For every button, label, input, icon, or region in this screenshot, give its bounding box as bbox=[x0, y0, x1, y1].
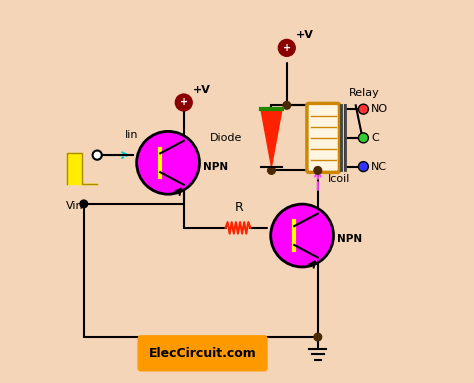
Text: +: + bbox=[180, 98, 188, 108]
Circle shape bbox=[80, 200, 88, 208]
Polygon shape bbox=[261, 109, 282, 167]
Polygon shape bbox=[66, 153, 97, 184]
Circle shape bbox=[283, 101, 291, 109]
Circle shape bbox=[271, 204, 334, 267]
Text: +V: +V bbox=[296, 30, 314, 40]
Circle shape bbox=[92, 151, 102, 160]
FancyBboxPatch shape bbox=[137, 335, 268, 372]
Text: Relay: Relay bbox=[349, 88, 380, 98]
Text: Icoil: Icoil bbox=[328, 174, 350, 184]
Circle shape bbox=[314, 333, 322, 341]
Circle shape bbox=[358, 162, 368, 172]
Text: NO: NO bbox=[371, 104, 388, 114]
Text: Diode: Diode bbox=[210, 133, 243, 143]
Text: +V: +V bbox=[193, 85, 211, 95]
Text: NPN: NPN bbox=[337, 234, 363, 244]
Circle shape bbox=[314, 167, 322, 174]
FancyBboxPatch shape bbox=[307, 103, 339, 172]
Text: C: C bbox=[371, 133, 379, 143]
Circle shape bbox=[137, 131, 200, 194]
Circle shape bbox=[358, 104, 368, 114]
Text: R: R bbox=[235, 201, 243, 214]
Text: Iin: Iin bbox=[125, 130, 138, 140]
Circle shape bbox=[278, 39, 295, 56]
Text: +: + bbox=[283, 43, 291, 53]
Text: ElecCircuit.com: ElecCircuit.com bbox=[149, 347, 256, 360]
Circle shape bbox=[175, 94, 192, 111]
Text: NC: NC bbox=[371, 162, 387, 172]
Circle shape bbox=[358, 133, 368, 143]
Text: Vin: Vin bbox=[65, 201, 83, 211]
Text: NPN: NPN bbox=[203, 162, 228, 172]
Circle shape bbox=[268, 167, 275, 174]
